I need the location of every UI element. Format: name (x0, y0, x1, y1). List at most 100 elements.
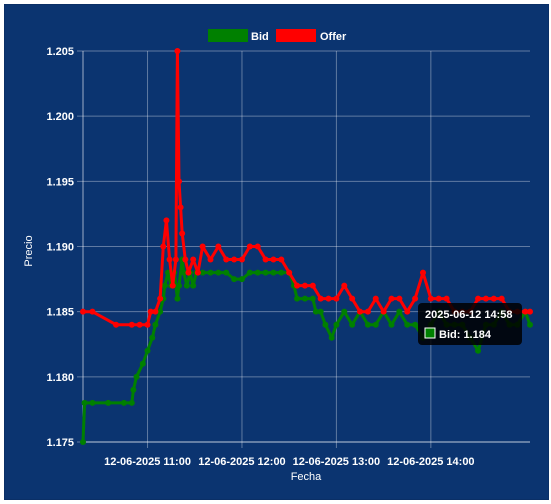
bid-point[interactable] (223, 269, 230, 276)
bid-point[interactable] (130, 386, 137, 393)
offer-point[interactable] (113, 321, 120, 328)
bid-point[interactable] (309, 295, 316, 302)
bid-point[interactable] (317, 308, 324, 315)
offer-point[interactable] (270, 256, 277, 263)
offer-point[interactable] (262, 256, 269, 263)
bid-point[interactable] (294, 295, 301, 302)
offer-point[interactable] (396, 295, 403, 302)
bid-point[interactable] (183, 282, 190, 289)
offer-point[interactable] (427, 295, 434, 302)
bid-point[interactable] (301, 295, 308, 302)
offer-point[interactable] (443, 295, 450, 302)
offer-point[interactable] (174, 48, 181, 54)
bid-point[interactable] (231, 276, 238, 283)
bid-point[interactable] (322, 321, 329, 328)
bid-point[interactable] (199, 269, 206, 276)
bid-point[interactable] (139, 360, 146, 367)
offer-point[interactable] (194, 269, 201, 276)
offer-point[interactable] (89, 308, 96, 315)
offer-point[interactable] (317, 295, 324, 302)
offer-point[interactable] (172, 256, 179, 263)
offer-point[interactable] (482, 295, 489, 302)
offer-point[interactable] (527, 308, 533, 315)
offer-point[interactable] (522, 308, 529, 315)
offer-point[interactable] (166, 256, 173, 263)
bid-point[interactable] (238, 276, 245, 283)
bid-point[interactable] (333, 321, 340, 328)
bid-point[interactable] (312, 308, 319, 315)
offer-point[interactable] (254, 243, 261, 250)
bid-point[interactable] (207, 269, 214, 276)
offer-point[interactable] (325, 295, 332, 302)
legend-label-offer[interactable]: Offer (320, 31, 347, 43)
offer-point[interactable] (163, 217, 170, 224)
offer-point[interactable] (207, 256, 214, 263)
offer-point[interactable] (349, 295, 356, 302)
offer-point[interactable] (223, 256, 230, 263)
bid-point[interactable] (270, 269, 277, 276)
offer-point[interactable] (309, 282, 316, 289)
bid-point[interactable] (372, 321, 379, 328)
offer-point[interactable] (475, 295, 482, 302)
bid-point[interactable] (133, 373, 140, 380)
bid-point[interactable] (190, 282, 197, 289)
offer-point[interactable] (372, 295, 379, 302)
bid-point[interactable] (527, 321, 533, 328)
bid-point[interactable] (412, 321, 419, 328)
legend-label-bid[interactable]: Bid (251, 31, 269, 43)
offer-point[interactable] (176, 178, 183, 185)
offer-point[interactable] (388, 295, 395, 302)
offer-point[interactable] (147, 308, 154, 315)
bid-point[interactable] (278, 269, 285, 276)
offer-point[interactable] (179, 230, 186, 237)
bid-point[interactable] (149, 334, 156, 341)
offer-point[interactable] (364, 308, 371, 315)
bid-point[interactable] (341, 308, 348, 315)
legend-swatch-offer[interactable] (276, 29, 316, 42)
offer-point[interactable] (490, 295, 497, 302)
offer-point[interactable] (152, 308, 159, 315)
offer-point[interactable] (215, 243, 222, 250)
offer-point[interactable] (286, 269, 293, 276)
offer-point[interactable] (246, 243, 253, 250)
bid-point[interactable] (128, 399, 135, 406)
offer-point[interactable] (341, 282, 348, 289)
bid-point[interactable] (157, 308, 164, 315)
bid-point[interactable] (349, 321, 356, 328)
offer-point[interactable] (333, 295, 340, 302)
offer-point[interactable] (190, 256, 197, 263)
offer-point[interactable] (185, 269, 192, 276)
bid-point[interactable] (81, 399, 88, 406)
offer-point[interactable] (435, 295, 442, 302)
bid-point[interactable] (152, 321, 159, 328)
offer-point[interactable] (380, 308, 387, 315)
bid-point[interactable] (254, 269, 261, 276)
offer-point[interactable] (357, 308, 364, 315)
bid-point[interactable] (161, 282, 168, 289)
bid-point[interactable] (174, 295, 181, 302)
bid-point[interactable] (475, 347, 482, 354)
offer-point[interactable] (294, 282, 301, 289)
bid-point[interactable] (80, 439, 86, 445)
bid-point[interactable] (396, 308, 403, 315)
offer-point[interactable] (177, 204, 184, 211)
bid-point[interactable] (176, 282, 183, 289)
offer-point[interactable] (278, 256, 285, 263)
bid-point[interactable] (328, 334, 335, 341)
offer-point[interactable] (419, 269, 426, 276)
offer-point[interactable] (404, 308, 411, 315)
bid-point[interactable] (262, 269, 269, 276)
offer-point[interactable] (301, 282, 308, 289)
offer-point[interactable] (128, 321, 135, 328)
offer-point[interactable] (160, 243, 167, 250)
legend[interactable]: Bid Offer (208, 29, 347, 43)
offer-point[interactable] (144, 321, 151, 328)
bid-point[interactable] (246, 269, 253, 276)
bid-point[interactable] (105, 399, 112, 406)
legend-swatch-bid[interactable] (208, 29, 248, 42)
bid-point[interactable] (404, 321, 411, 328)
offer-point[interactable] (136, 321, 143, 328)
offer-point[interactable] (182, 256, 189, 263)
offer-point[interactable] (80, 308, 86, 315)
offer-point[interactable] (199, 243, 206, 250)
